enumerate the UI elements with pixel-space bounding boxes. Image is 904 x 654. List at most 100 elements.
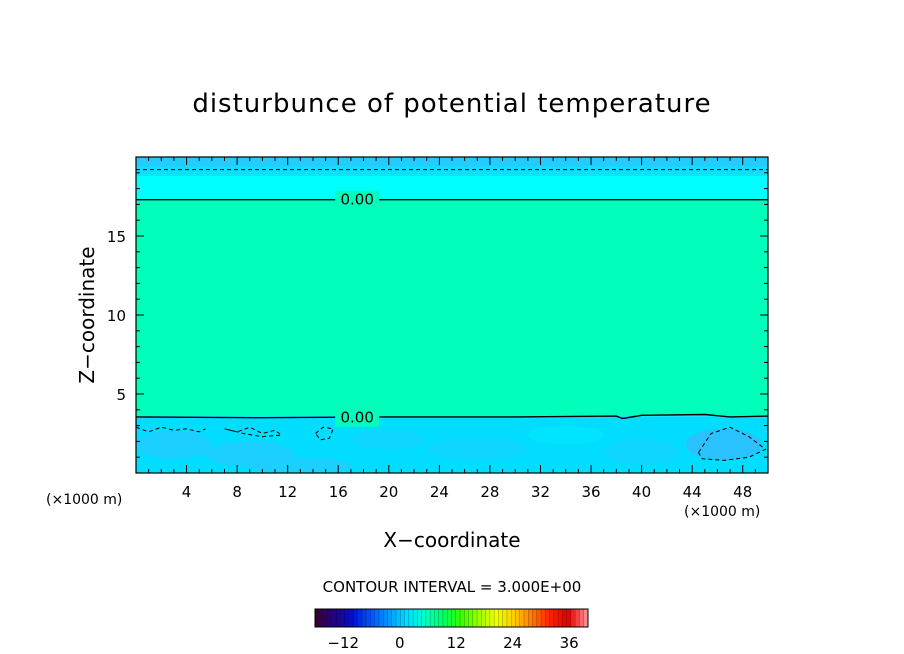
colorbar-cell [502,609,508,627]
colorbar-cell [438,609,444,627]
colorbar-cell [349,609,354,627]
colorbar-cell [421,609,427,627]
colorbar-cell [562,609,567,627]
colorbar-cell [541,609,546,627]
colorbar-labels: −12 0 12 24 36 [327,634,578,652]
colorbar-cell [579,609,584,627]
colorbar-cell [524,609,529,627]
colorbar-tick-label: 0 [395,634,405,652]
colorbar-cell [536,609,542,627]
colorbar-cell [396,609,401,627]
colorbar-cell [553,609,559,627]
colorbar-cell [336,609,341,627]
colorbar-cell [575,609,580,627]
colorbar-cell [477,609,482,627]
colorbar-frame [314,608,589,628]
colorbar-cell [434,609,439,627]
colorbar-cell [498,609,503,627]
x-tick-label: 36 [581,483,600,501]
negative-contour-2 [135,426,206,433]
contour-interval-label: CONTOUR INTERVAL = 3.000E+00 [323,578,582,596]
colorbar-cell [361,609,367,627]
x-tick-label: 20 [379,483,398,501]
x-tick-label: 8 [232,483,242,501]
colorbar [314,609,589,627]
x-tick-label: 48 [733,483,752,501]
x-unit-left: (×1000 m) [46,492,122,508]
negative-contour-3 [224,426,283,438]
x-tick-label: 32 [531,483,550,501]
colorbar-cell [366,609,371,627]
colorbar-cell [370,609,375,627]
field-patch-3 [426,438,528,461]
x-tick-label: 12 [278,483,297,501]
field-texture [136,425,762,473]
x-tick-label: 28 [480,483,499,501]
colorbar-cell [468,609,474,627]
colorbar-cell [455,609,461,627]
field-patch-5 [603,439,680,466]
colorbar-cell [315,609,320,627]
colorbar-cell [528,609,533,627]
field-band-0 [136,157,768,167]
colorbar-tick-label: 12 [447,634,466,652]
colorbar-cell [532,609,538,627]
negative-contour-1 [698,426,767,461]
contour-lines [135,169,769,461]
field-band-1 [136,166,768,176]
colorbar-cell [374,609,380,627]
colorbar-cell [332,609,337,627]
zero-contour-lower [135,413,769,420]
field-patch-6 [685,428,762,461]
x-tick-labels: 4 8 12 16 20 24 28 32 36 40 44 48 [182,483,752,501]
colorbar-cell [344,609,350,627]
field-patch-2 [350,430,427,450]
colorbar-cell [413,609,418,627]
colorbar-tick-label: −12 [327,634,359,652]
colorbar-cell [511,609,516,627]
x-tick-label: 40 [632,483,651,501]
x-tick-label: 4 [182,483,192,501]
colorbar-cell [545,609,550,627]
colorbar-cell [442,609,448,627]
colorbar-cell [494,609,499,627]
y-tick-labels: 5 10 15 [107,228,126,404]
colorbar-cell [353,609,358,627]
colorbar-cell [378,609,384,627]
colorbar-cell [425,609,431,627]
colorbar-cell [489,609,495,627]
colorbar-cell [460,609,465,627]
x-tick-label: 44 [683,483,702,501]
colorbar-cell [447,609,452,627]
contour-label-0: 0.00 [340,191,373,209]
colorbar-cell [327,609,333,627]
colorbar-cell [408,609,414,627]
colorbar-cell [566,609,572,627]
y-tick-label: 10 [107,307,126,325]
negative-contour-4 [315,426,334,441]
field-band-3 [136,199,768,417]
contour-label-bg-0 [335,190,380,209]
field-fill [136,157,768,473]
x-axis-label: X−coordinate [383,528,520,552]
colorbar-cell [391,609,397,627]
colorbar-cell [340,609,346,627]
colorbar-cell [387,609,392,627]
x-tick-label: 16 [329,483,348,501]
colorbar-tick-label: 24 [503,634,522,652]
colorbar-cell [417,609,422,627]
colorbar-cell [430,609,435,627]
colorbar-cell [357,609,363,627]
colorbar-cell [515,609,520,627]
field-patch-4 [527,425,604,445]
colorbar-cell [485,609,491,627]
colorbar-cell [519,609,525,627]
axis-ticks [135,156,769,474]
field-patch-0 [136,430,212,459]
contour-label-1: 0.00 [340,409,373,427]
x-tick-label: 24 [430,483,449,501]
y-tick-label: 5 [116,386,126,404]
y-tick-label: 15 [107,228,126,246]
colorbar-cell [558,609,563,627]
colorbar-cell [451,609,456,627]
